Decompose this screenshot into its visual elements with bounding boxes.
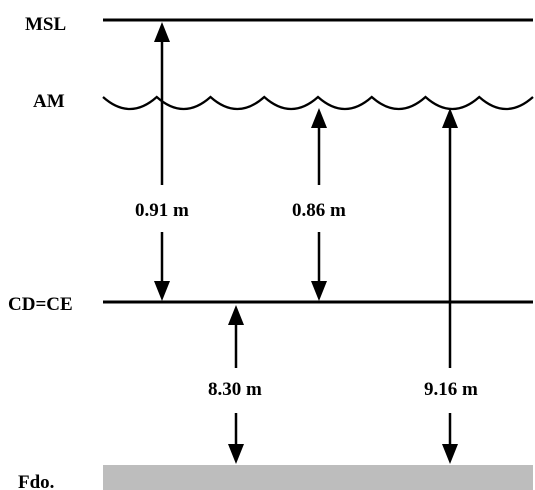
am-water-surface: [102, 95, 534, 110]
seabed-bar: [103, 465, 533, 490]
measure-msl-to-cd: 0.91 m: [135, 200, 189, 221]
arrow-head-down-icon: [311, 281, 327, 301]
arrow-cd-to-fdo: [228, 305, 244, 464]
arrow-am-to-fdo: [442, 108, 458, 464]
measure-am-to-fdo: 9.16 m: [424, 379, 478, 400]
label-cd-ce: CD=CE: [8, 294, 73, 315]
arrow-head-up-icon: [311, 108, 327, 128]
measure-am-to-cd: 0.86 m: [292, 200, 346, 221]
arrow-head-up-icon: [228, 305, 244, 325]
arrow-am-to-cd: [311, 108, 327, 301]
arrow-head-down-icon: [442, 444, 458, 464]
label-am: AM: [33, 91, 65, 112]
label-fdo: Fdo.: [18, 472, 54, 490]
label-msl: MSL: [25, 14, 66, 35]
arrow-head-up-icon: [442, 108, 458, 128]
arrow-head-down-icon: [154, 281, 170, 301]
arrow-msl-to-cd: [154, 22, 170, 301]
arrow-head-down-icon: [228, 444, 244, 464]
measure-cd-to-fdo: 8.30 m: [208, 379, 262, 400]
arrow-head-up-icon: [154, 22, 170, 42]
